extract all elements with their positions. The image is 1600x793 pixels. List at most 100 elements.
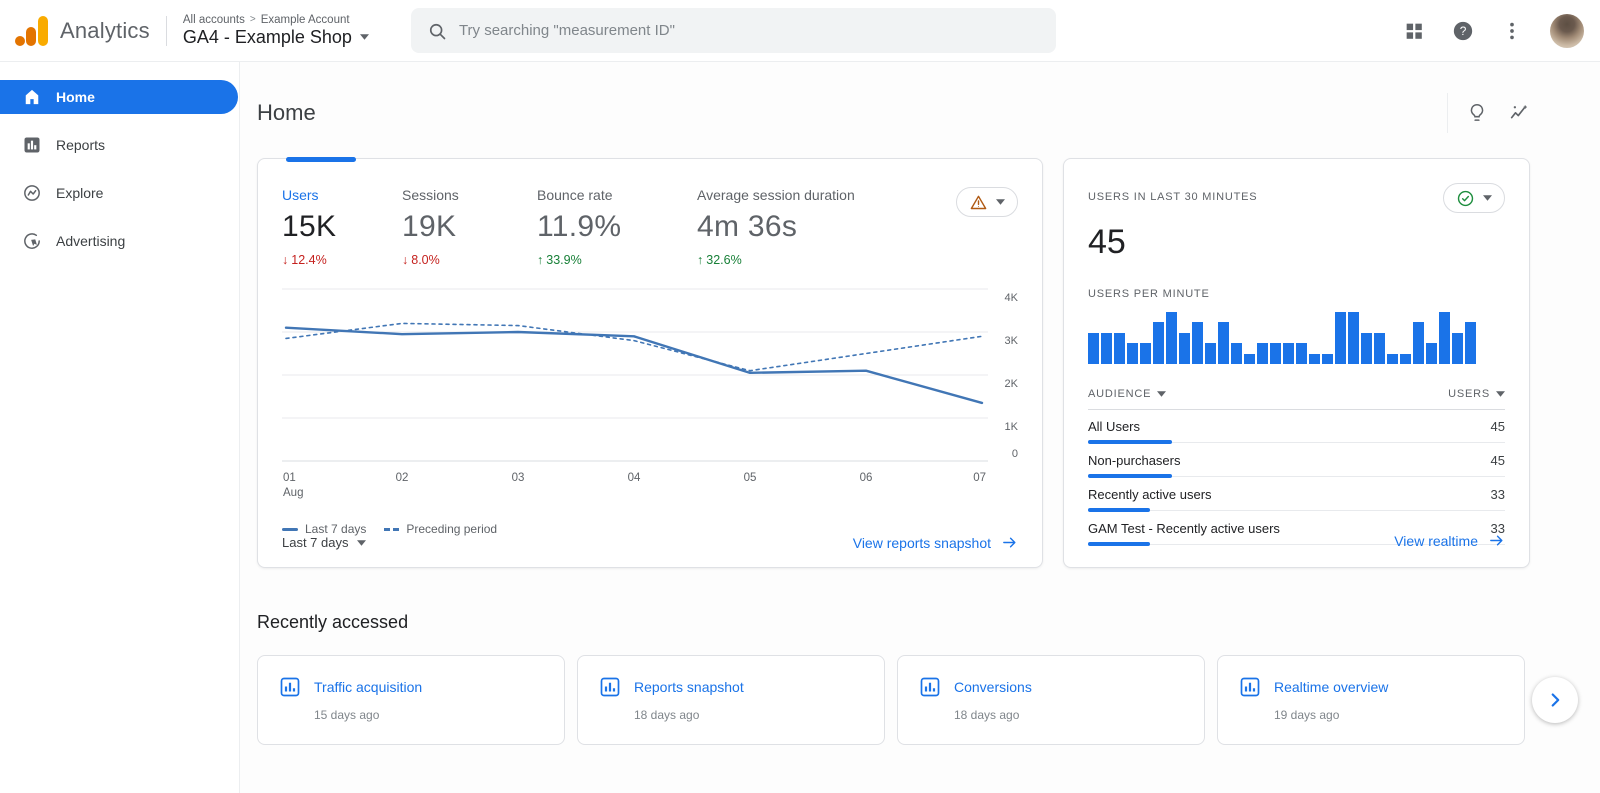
audience-table: All Users 45 Non-purchasers 45 [1088,410,1505,546]
audience-bar [1088,508,1150,512]
minute-bar [1348,312,1359,364]
svg-text:06: 06 [860,472,873,484]
recent-card-age: 18 days ago [634,708,864,722]
arrow-right-icon [1001,534,1018,551]
sidebar-item-label: Home [56,89,95,105]
view-reports-snapshot-link[interactable]: View reports snapshot [853,534,1018,551]
minute-bar [1270,343,1281,364]
users-sort-button[interactable]: USERS [1448,388,1505,400]
recent-card-title: Conversions [954,679,1032,695]
data-quality-dropdown[interactable] [956,187,1018,217]
minute-bar [1257,343,1268,364]
svg-text:2K: 2K [1005,378,1019,390]
breadcrumb[interactable]: All accounts > Example Account [183,14,369,26]
property-selector[interactable]: GA4 - Example Shop [183,27,369,48]
search-bar[interactable] [411,8,1056,53]
recent-card-realtime-overview[interactable]: Realtime overview 19 days ago [1217,655,1525,745]
minute-bar [1088,333,1099,364]
metric-sessions[interactable]: Sessions 19K ↓ 8.0% [402,187,537,267]
metric-bounce-rate[interactable]: Bounce rate 11.9% ↑ 33.9% [537,187,697,267]
recent-card-conversions[interactable]: Conversions 18 days ago [897,655,1205,745]
recent-card-traffic-acquisition[interactable]: Traffic acquisition 15 days ago [257,655,565,745]
sidebar-item-home[interactable]: Home [0,80,238,114]
minute-bar [1218,322,1229,364]
card-carousel-tab-indicator[interactable] [286,157,356,162]
svg-text:4K: 4K [1005,292,1019,304]
search-input[interactable] [459,22,1040,39]
recent-card-age: 15 days ago [314,708,544,722]
audience-name: Non-purchasers [1088,453,1181,468]
svg-text:?: ? [1460,24,1467,38]
breadcrumb-root[interactable]: All accounts [183,14,245,26]
analytics-logo-icon [14,14,50,48]
audience-bar [1088,542,1150,546]
sidebar-item-reports[interactable]: Reports [0,128,239,162]
explore-icon [22,183,42,203]
metric-avg-session-duration[interactable]: Average session duration 4m 36s ↑ 32.6% [697,187,855,267]
avatar[interactable] [1550,14,1584,48]
svg-text:0: 0 [1012,448,1018,460]
minute-bar [1231,343,1242,364]
overview-card: Users 15K ↓ 12.4% Sessions 19K ↓ [257,158,1043,568]
minute-bar [1296,343,1307,364]
audience-bar [1088,440,1172,444]
recent-card-age: 18 days ago [954,708,1184,722]
audience-users: 45 [1491,453,1505,468]
sidebar-item-explore[interactable]: Explore [0,176,239,210]
carousel-next-button[interactable] [1532,677,1578,723]
minute-bar [1179,333,1190,364]
svg-text:03: 03 [512,472,525,484]
audience-sort-button[interactable]: AUDIENCE [1088,388,1166,400]
audience-row: All Users 45 [1088,410,1505,444]
analytics-intelligence-button[interactable] [1508,102,1530,124]
kebab-menu-icon [1501,20,1523,42]
page-actions [1447,93,1530,133]
svg-text:3K: 3K [1005,335,1019,347]
metrics-row: Users 15K ↓ 12.4% Sessions 19K ↓ [282,187,1018,267]
recent-card-title: Realtime overview [1274,679,1388,695]
view-realtime-link[interactable]: View realtime [1394,532,1505,549]
audience-bar-track [1088,508,1505,512]
minute-bar [1153,322,1164,364]
minute-bar [1452,333,1463,364]
metric-label: Users [282,187,402,203]
help-button[interactable]: ? [1452,20,1474,42]
search-icon [427,21,447,41]
delta-arrow-icon: ↑ [537,253,543,267]
minute-bar [1439,312,1450,364]
more-options-button[interactable] [1501,20,1523,42]
minute-bar [1283,343,1294,364]
users-per-minute-chart [1088,312,1505,364]
metric-label: Average session duration [697,187,855,203]
sidebar-item-label: Reports [56,137,105,153]
recently-accessed-row: Traffic acquisition 15 days ago Reports … [257,655,1600,745]
recent-card-reports-snapshot[interactable]: Reports snapshot 18 days ago [577,655,885,745]
insights-lightbulb-button[interactable] [1466,102,1488,124]
metric-delta: ↑ 32.6% [697,253,855,267]
overview-card-footer: Last 7 days View reports snapshot [282,534,1018,551]
minute-bar [1400,354,1411,364]
audience-users: 33 [1491,487,1505,502]
date-range-selector[interactable]: Last 7 days [282,535,366,550]
audience-name: GAM Test - Recently active users [1088,521,1280,536]
sidebar-item-advertising[interactable]: Advertising [0,224,239,258]
minute-bar [1244,354,1255,364]
svg-text:07: 07 [973,472,986,484]
breadcrumb-separator-icon: > [250,14,256,25]
metric-value: 11.9% [537,210,697,244]
solid-line-swatch [282,528,298,531]
audience-name: Recently active users [1088,487,1212,502]
report-icon [598,675,622,699]
metric-users[interactable]: Users 15K ↓ 12.4% [282,187,402,267]
app-body: Home Reports Explore [0,62,1600,793]
realtime-status-dropdown[interactable] [1443,183,1505,213]
apps-grid-button[interactable] [1403,20,1425,42]
breadcrumb-account[interactable]: Example Account [261,14,350,26]
chevron-down-icon [1496,391,1505,397]
realtime-header: USERS IN LAST 30 MINUTES [1088,183,1505,213]
svg-text:05: 05 [744,472,757,484]
audience-bar-track [1088,474,1505,478]
help-icon: ? [1452,20,1474,42]
minute-bar [1140,343,1151,364]
brand-name: Analytics [60,18,150,44]
